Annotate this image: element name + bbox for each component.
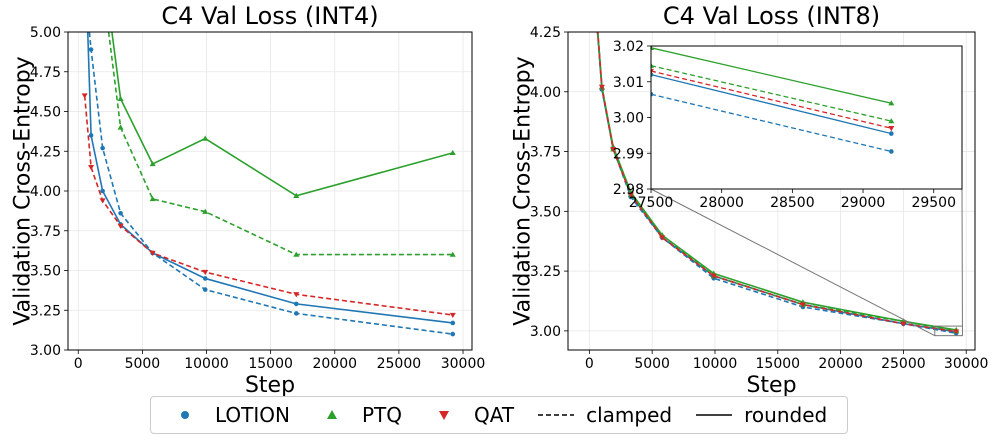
legend-item-lotion: LOTION [165,403,312,427]
data-point-lotion-clamped [294,311,299,316]
x-axis-label: Step [245,373,295,398]
y-tick-label: 2.99 [613,146,644,162]
data-point-lotion-rounded [100,189,105,194]
legend-symbol-clamped [536,405,576,425]
y-axis-label: Validation Cross-Entropy [11,56,36,325]
x-tick-label: 5000 [634,356,670,372]
data-point-ptq-rounded [593,0,599,5]
y-tick-label: 3.02 [613,39,644,55]
legend-label-lotion: LOTION [215,403,290,427]
x-tick-label: 20000 [312,356,357,372]
x-axis-label: Step [746,373,796,398]
legend-label-qat: QAT [474,403,514,427]
inset-area [651,46,962,189]
x-tick-label: 25000 [377,356,422,372]
x-tick-label: 10000 [184,356,229,372]
data-point-lotion-rounded [593,3,598,8]
x-tick-label: 20000 [818,356,863,372]
data-point-lotion-clamped [889,149,894,154]
chart-title: C4 Val Loss (INT4) [161,2,378,30]
legend-symbol-lotion [165,405,205,425]
x-tick-label: 29500 [911,195,956,211]
data-point-lotion-clamped [450,332,455,337]
data-point-lotion-clamped [118,211,123,216]
legend-symbol-rounded [694,405,734,425]
legend-label-rounded: rounded [744,403,827,427]
x-tick-label: 30000 [944,356,989,372]
legend-item-ptq: PTQ [312,403,424,427]
y-tick-label: 2.98 [613,182,644,198]
y-tick-label: 5.00 [30,25,61,41]
data-point-lotion-rounded [89,133,94,138]
x-tick-label: 0 [74,356,83,372]
legend-item-qat: QAT [424,403,536,427]
y-tick-label: 4.25 [530,25,561,41]
x-tick-label: 28500 [770,195,815,211]
data-point-qat-clamped [593,3,599,8]
legend-label-ptq: PTQ [362,403,402,427]
data-point-lotion-clamped [203,287,208,292]
y-axis-label: Validation Cross-Entropy [511,56,536,325]
legend-symbol-ptq [312,405,352,425]
data-point-lotion-rounded [294,302,299,307]
x-tick-label: 5000 [125,356,161,372]
data-point-lotion-clamped [100,146,105,151]
chart-title: C4 Val Loss (INT8) [663,2,880,30]
x-tick-label: 15000 [248,356,293,372]
x-tick-label: 30000 [441,356,486,372]
data-point-lotion-clamped [89,47,94,52]
data-point-lotion-rounded [203,276,208,281]
data-point-lotion-rounded [889,131,894,136]
x-tick-label: 25000 [881,356,926,372]
legend-item-rounded: rounded [694,403,849,427]
legend-symbol-qat [424,405,464,425]
legend-item-clamped: clamped [536,403,694,427]
data-point-lotion-clamped [593,6,598,11]
legend-label-clamped: clamped [586,403,672,427]
y-tick-label: 3.00 [30,343,61,359]
x-tick-label: 10000 [693,356,738,372]
x-tick-label: 15000 [756,356,801,372]
y-tick-label: 3.01 [613,75,644,91]
x-tick-label: 28000 [699,195,744,211]
x-tick-label: 0 [585,356,594,372]
data-point-ptq-clamped [593,0,599,5]
y-tick-label: 3.00 [613,111,644,127]
legend: LOTION PTQ QAT clamped rounded [150,396,848,434]
x-tick-label: 29000 [841,195,886,211]
data-point-lotion-rounded [450,321,455,326]
